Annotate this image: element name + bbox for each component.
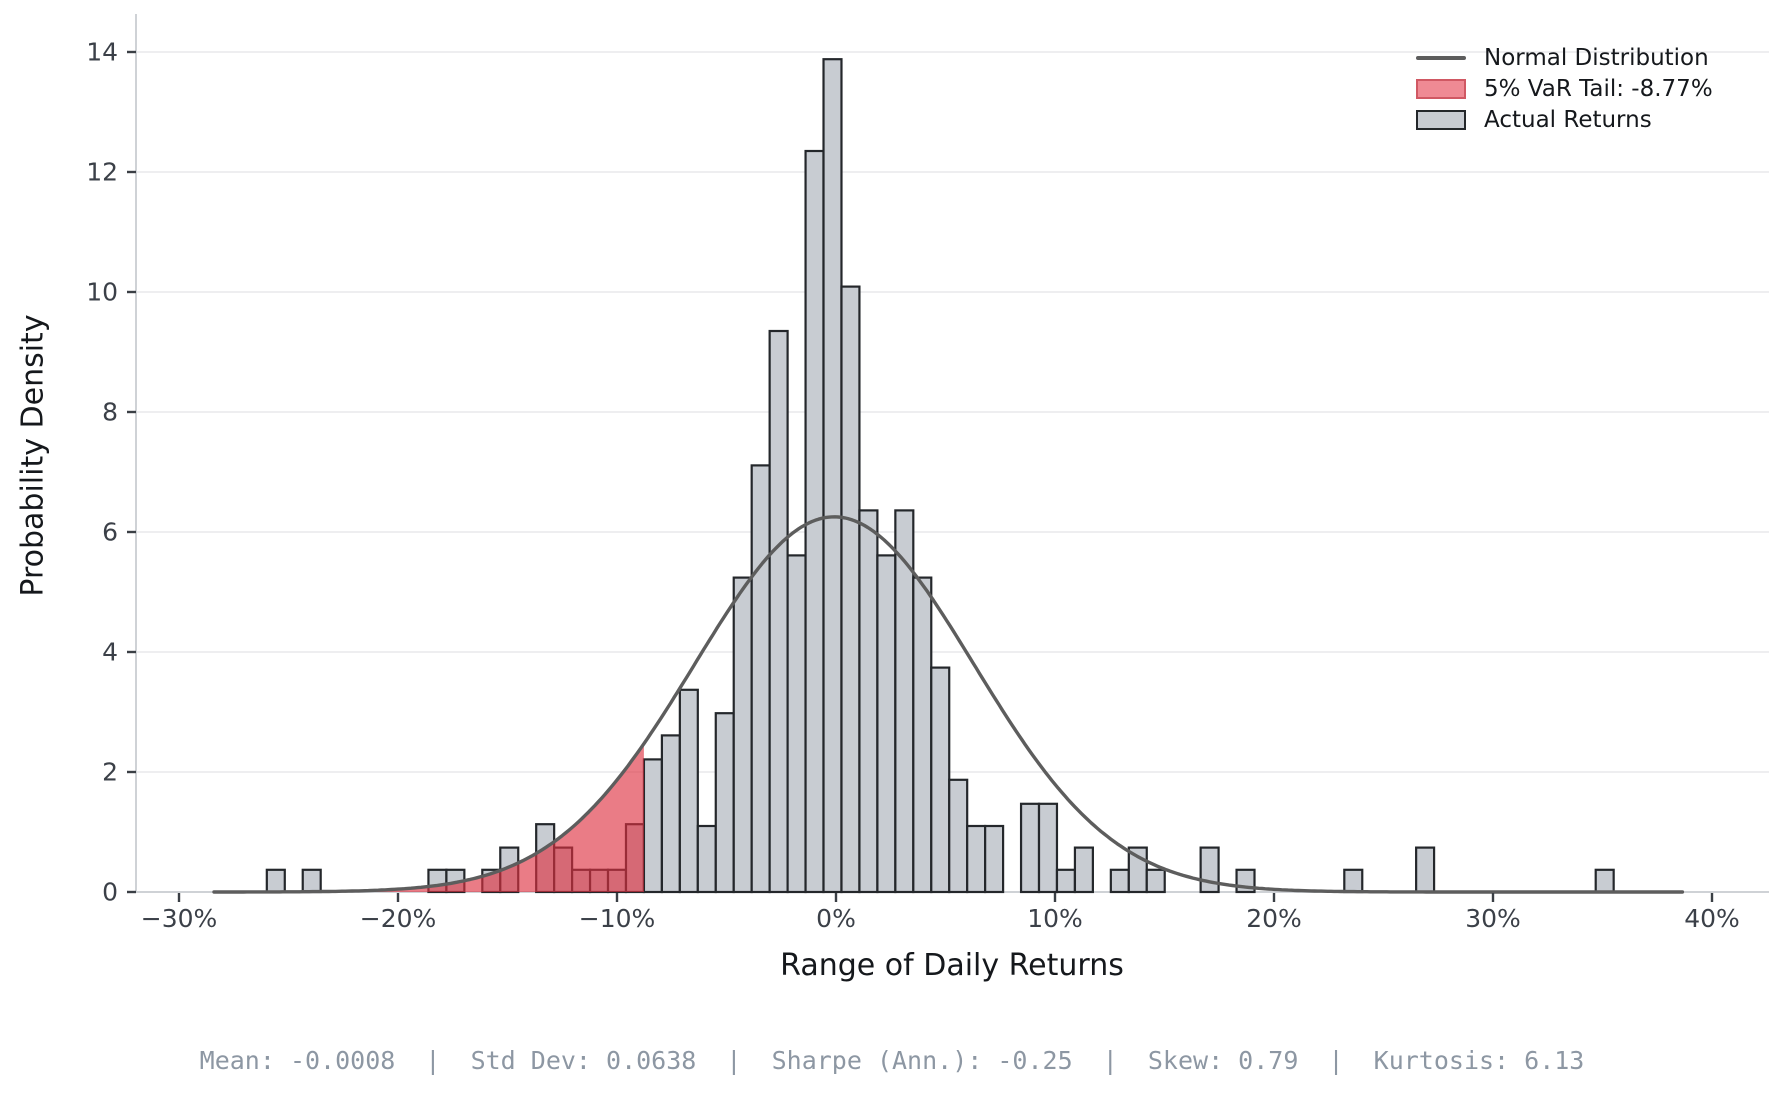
x-tick-label: 0% [816, 904, 856, 933]
x-tick-label: 20% [1246, 904, 1302, 933]
normal-curve [212, 515, 1685, 894]
histogram-bar [696, 824, 717, 894]
histogram-bar [1037, 802, 1059, 894]
stats-footer: Mean: -0.0008 | Std Dev: 0.0638 | Sharpe… [199, 1046, 1585, 1075]
histogram-bar [840, 285, 861, 894]
histogram-bar [786, 554, 807, 894]
x-tick-label: −20% [359, 904, 437, 933]
x-tick-label: 30% [1465, 904, 1521, 933]
legend-item-actual-returns: Actual Returns [1416, 104, 1713, 135]
histogram-bar [1594, 868, 1615, 894]
histogram-bar [768, 329, 789, 894]
actual-returns-swatch-icon [1416, 109, 1466, 130]
histogram-bar [876, 554, 897, 894]
histogram-bar [265, 868, 286, 894]
y-tick-label: 6 [102, 517, 118, 547]
histogram-bar [1073, 846, 1094, 894]
y-tick-label: 10 [86, 277, 118, 307]
y-tick-label: 12 [86, 157, 118, 187]
histogram-bar [732, 576, 753, 894]
legend-item-var-tail: 5% VaR Tail: -8.77% [1416, 73, 1713, 104]
var-tail-swatch-icon [1416, 78, 1466, 99]
histogram-bar [1145, 868, 1166, 894]
y-tick-label: 8 [102, 397, 118, 427]
histogram-bar [1415, 846, 1436, 894]
histogram-bar [984, 824, 1005, 894]
x-axis-title: Range of Daily Returns [780, 948, 1124, 983]
histogram-bar [822, 58, 843, 894]
legend-label: Actual Returns [1484, 106, 1652, 133]
histogram-bar [660, 734, 681, 894]
histogram-bar [1199, 846, 1220, 894]
histogram-bar [1055, 868, 1077, 894]
y-axis-title: Probability Density [15, 314, 51, 597]
histogram-bar [301, 868, 322, 894]
histogram-bar [966, 824, 987, 894]
x-tick-label: 10% [1027, 904, 1083, 933]
histogram-bar [1109, 868, 1130, 894]
legend-label: Normal Distribution [1484, 44, 1709, 71]
histogram-bar [714, 712, 735, 894]
histogram-bar [1019, 802, 1041, 894]
histogram-bar [1343, 868, 1364, 894]
y-tick-label: 2 [102, 757, 118, 787]
histogram-bar [858, 509, 879, 894]
histogram-bar [642, 758, 663, 894]
legend-label: 5% VaR Tail: -8.77% [1484, 75, 1713, 102]
histogram-bar [912, 576, 933, 894]
histogram-bar [678, 688, 699, 894]
y-tick-label: 4 [102, 637, 118, 667]
x-tick-label: −30% [140, 904, 218, 933]
histogram-bar [930, 666, 951, 894]
x-tick-label: −10% [578, 904, 656, 933]
histogram-bar [750, 464, 771, 894]
y-tick-label: 0 [102, 877, 118, 907]
normal-curve-swatch-icon [1416, 55, 1466, 60]
histogram-bar [948, 778, 969, 894]
x-tick-label: 40% [1684, 904, 1740, 933]
y-tick-label: 14 [86, 37, 118, 67]
legend: Normal Distribution 5% VaR Tail: -8.77% … [1416, 42, 1713, 135]
legend-item-normal: Normal Distribution [1416, 42, 1713, 73]
